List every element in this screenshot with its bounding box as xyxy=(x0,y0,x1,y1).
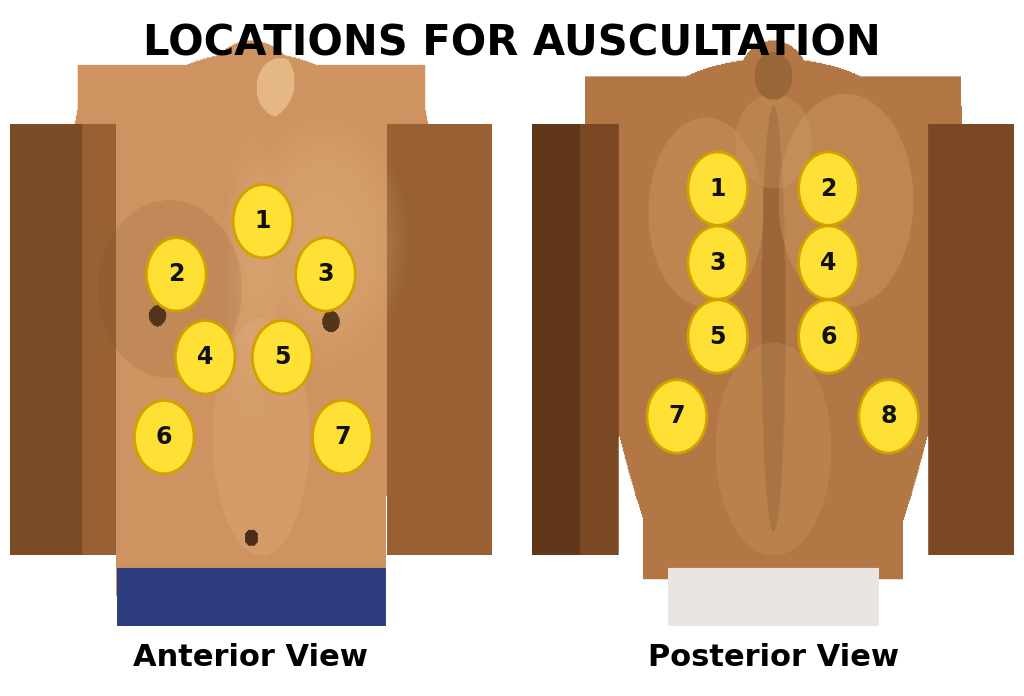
Text: 1: 1 xyxy=(255,209,271,233)
Circle shape xyxy=(146,238,206,311)
Text: Posterior View: Posterior View xyxy=(647,643,899,672)
Text: 7: 7 xyxy=(669,404,685,428)
Text: 6: 6 xyxy=(156,425,172,449)
Circle shape xyxy=(688,152,748,226)
Circle shape xyxy=(647,380,707,453)
Circle shape xyxy=(175,321,234,394)
Text: 2: 2 xyxy=(820,177,837,200)
Text: 2: 2 xyxy=(168,262,184,286)
Text: 7: 7 xyxy=(334,425,350,449)
Circle shape xyxy=(312,400,372,474)
Text: 4: 4 xyxy=(197,345,213,369)
Circle shape xyxy=(688,300,748,373)
Circle shape xyxy=(252,321,312,394)
Circle shape xyxy=(859,380,919,453)
Circle shape xyxy=(799,300,858,373)
Text: LOCATIONS FOR AUSCULTATION: LOCATIONS FOR AUSCULTATION xyxy=(143,22,881,64)
Text: 3: 3 xyxy=(710,251,726,274)
Circle shape xyxy=(799,152,858,226)
Text: 4: 4 xyxy=(820,251,837,274)
Text: 5: 5 xyxy=(710,324,726,349)
Text: 3: 3 xyxy=(317,262,334,286)
Circle shape xyxy=(233,184,293,258)
Circle shape xyxy=(134,400,195,474)
Text: 6: 6 xyxy=(820,324,837,349)
Circle shape xyxy=(799,226,858,299)
Text: 5: 5 xyxy=(273,345,291,369)
Circle shape xyxy=(296,238,355,311)
Text: Anterior View: Anterior View xyxy=(133,643,369,672)
Text: 1: 1 xyxy=(710,177,726,200)
Circle shape xyxy=(688,226,748,299)
Text: 8: 8 xyxy=(881,404,897,428)
